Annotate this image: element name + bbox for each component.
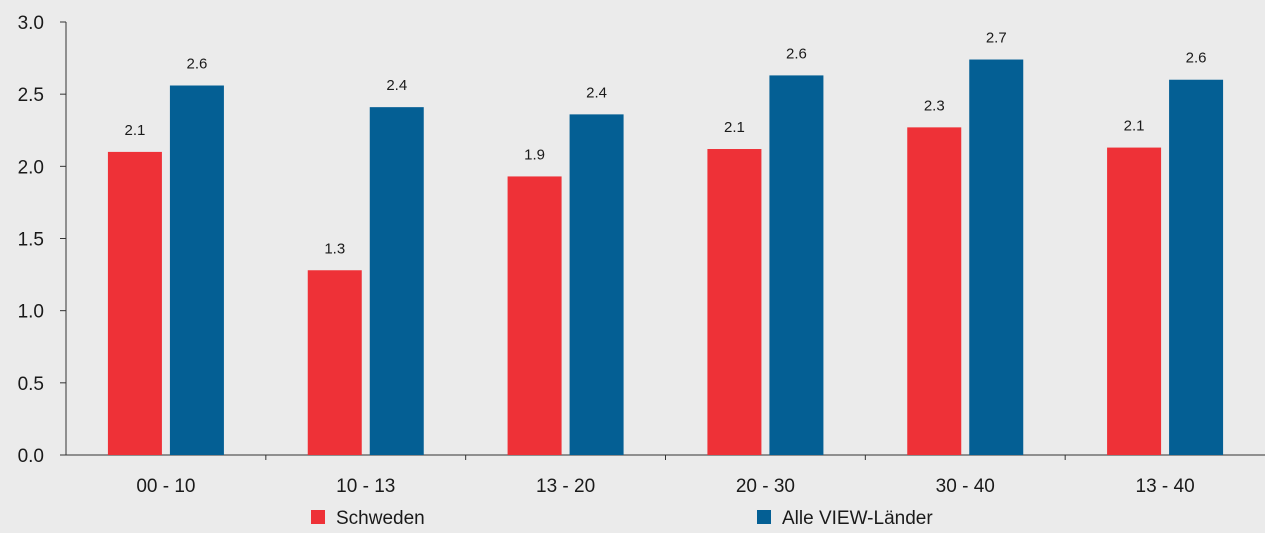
bar-alle-view-laender — [169, 85, 224, 456]
bar-schweden — [507, 176, 562, 456]
legend-label: Alle VIEW-Länder — [782, 508, 933, 528]
data-label: 2.4 — [386, 77, 407, 94]
x-axis: 00 - 10 10 - 13 13 - 20 20 - 30 30 - 40 13 - … — [66, 454, 1265, 497]
data-label: 2.7 — [986, 30, 1007, 47]
bar-schweden — [707, 149, 762, 455]
y-tick-label: 1.5 — [18, 230, 44, 251]
data-label: 1.9 — [524, 146, 545, 163]
y-tick-label: 3.0 — [18, 13, 44, 34]
data-label: 2.4 — [586, 84, 607, 101]
data-label: 2.6 — [1186, 50, 1207, 67]
x-category-label: 00 - 10 — [136, 476, 195, 497]
bar-alle-view-laender — [369, 107, 424, 455]
data-labels: 2.1 2.6 1.3 2.4 1.9 2.4 2.1 2.6 2.3 2.7 2.1 2.6 — [124, 30, 1206, 258]
bar-alle-view-laender — [1169, 79, 1224, 455]
bar-schweden — [107, 151, 162, 455]
y-tick-label: 1.0 — [18, 302, 44, 323]
data-label: 2.1 — [124, 122, 145, 139]
x-category-label: 10 - 13 — [336, 476, 395, 497]
y-axis: 0.0 0.5 1.0 1.5 2.0 2.5 3.0 — [18, 13, 67, 467]
bar-schweden — [1107, 147, 1162, 455]
y-tick-label: 2.0 — [18, 157, 44, 178]
legend-swatch — [757, 510, 771, 524]
data-label: 2.6 — [186, 56, 207, 73]
bar-schweden — [307, 270, 362, 455]
legend: Schweden Alle VIEW-Länder — [311, 508, 933, 529]
legend-swatch — [311, 510, 325, 524]
x-category-label: 13 - 20 — [536, 476, 595, 497]
y-tick-label: 2.5 — [18, 85, 44, 106]
bar-alle-view-laender — [969, 59, 1024, 455]
data-label: 2.3 — [924, 97, 945, 114]
data-label: 2.1 — [1124, 118, 1145, 135]
y-tick-label: 0.0 — [18, 446, 44, 467]
x-category-label: 20 - 30 — [736, 476, 795, 497]
data-label: 2.1 — [724, 119, 745, 136]
data-label: 2.6 — [786, 45, 807, 62]
bar-schweden — [907, 127, 962, 455]
y-tick-label: 0.5 — [18, 374, 44, 395]
legend-label: Schweden — [336, 508, 425, 528]
data-label: 1.3 — [324, 240, 345, 257]
bars — [107, 59, 1224, 456]
x-category-label: 13 - 40 — [1136, 476, 1195, 497]
x-category-label: 30 - 40 — [936, 476, 995, 497]
bar-alle-view-laender — [569, 114, 624, 455]
bar-alle-view-laender — [769, 75, 824, 456]
